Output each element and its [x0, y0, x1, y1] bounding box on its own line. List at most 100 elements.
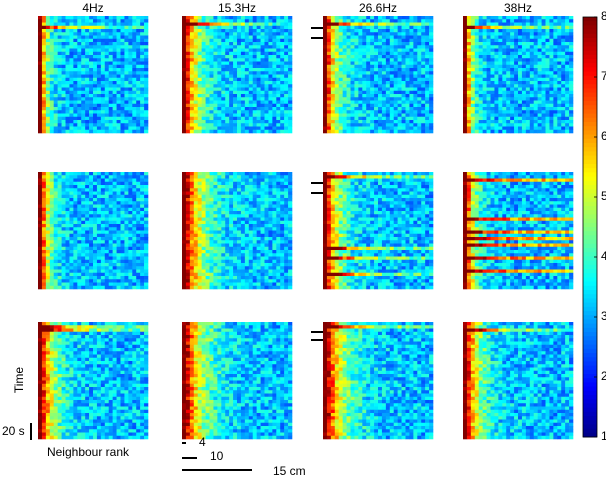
heatmap-cell — [498, 51, 503, 56]
heatmap-cell — [57, 191, 62, 196]
heatmap-cell — [280, 25, 285, 30]
heatmap-cell — [401, 45, 406, 49]
heatmap-cell — [116, 51, 121, 56]
heatmap-cell — [417, 116, 422, 121]
heatmap-cell — [100, 259, 106, 264]
heatmap-cell — [323, 116, 328, 121]
heatmap-cell — [45, 266, 51, 270]
heatmap-cell — [120, 250, 125, 254]
heatmap-cell — [112, 269, 117, 274]
heatmap-cell — [529, 100, 535, 105]
heatmap-cell — [108, 87, 113, 92]
heatmap-cell — [486, 29, 491, 33]
heatmap-cell — [240, 74, 246, 79]
heatmap-cell — [120, 68, 125, 72]
heatmap-cell — [53, 38, 58, 43]
heatmap-cell — [326, 51, 332, 56]
heatmap-cell — [425, 90, 430, 95]
heatmap-cell — [397, 81, 402, 85]
heatmap-cell — [189, 68, 195, 72]
heatmap-cell — [132, 77, 137, 82]
heatmap-cell — [284, 32, 289, 36]
heatmap-cell — [397, 77, 402, 82]
heatmap-cell — [144, 240, 149, 244]
heatmap-cell — [128, 194, 133, 199]
heatmap-cell — [417, 77, 422, 82]
heatmap-cell — [521, 61, 527, 66]
heatmap-cell — [260, 94, 265, 98]
heatmap-cell — [494, 71, 499, 75]
heatmap-cell — [252, 71, 257, 75]
heatmap-cell — [128, 97, 133, 101]
heatmap-cell — [256, 68, 261, 72]
heatmap-cell — [284, 19, 289, 23]
heatmap-cell — [41, 201, 47, 205]
heatmap-cell — [549, 19, 554, 23]
heatmap-cell — [557, 64, 562, 69]
heatmap-cell — [256, 19, 261, 23]
heatmap-cell — [358, 110, 363, 114]
heatmap-cell — [425, 48, 430, 53]
heatmap-cell — [69, 32, 74, 36]
heatmap-cell — [57, 110, 62, 114]
heatmap-cell — [330, 64, 336, 69]
heatmap-cell — [209, 103, 214, 108]
heatmap-cell — [244, 97, 250, 101]
heatmap-cell — [413, 19, 418, 23]
heatmap-cell — [104, 217, 110, 222]
heatmap-cell — [518, 77, 523, 82]
heatmap-cell — [100, 175, 106, 179]
heatmap-cell — [470, 97, 476, 101]
heatmap-cell — [374, 87, 379, 92]
heatmap-cell — [229, 123, 234, 127]
heatmap-cell — [132, 279, 137, 283]
heatmap-cell — [108, 172, 113, 176]
heatmap-cell — [248, 126, 254, 131]
heatmap-cell — [221, 51, 226, 56]
heatmap-cell — [45, 256, 51, 261]
heatmap-cell — [49, 48, 55, 53]
heatmap-cell — [463, 55, 468, 59]
heatmap-cell — [470, 103, 476, 108]
heatmap-cell — [73, 35, 78, 40]
heatmap-cell — [502, 19, 507, 23]
heatmap-cell — [240, 103, 246, 108]
heatmap-cell — [233, 103, 238, 108]
heatmap-cell — [69, 214, 74, 218]
heatmap-cell — [81, 279, 86, 283]
heatmap-cell — [490, 38, 495, 43]
heatmap-cell — [405, 123, 410, 127]
heatmap-cell — [490, 64, 495, 69]
heatmap-cell — [197, 123, 202, 127]
heatmap-cell — [69, 25, 74, 30]
heatmap-cell — [112, 201, 117, 205]
heatmap-cell — [338, 61, 343, 66]
heatmap-cell — [381, 116, 387, 121]
heatmap-cell — [182, 84, 187, 88]
heatmap-cell — [221, 16, 226, 20]
heatmap-cell — [252, 107, 257, 111]
heatmap-cell — [45, 113, 51, 118]
heatmap-cell — [201, 90, 206, 95]
heatmap-cell — [233, 68, 238, 72]
heatmap-cell — [132, 227, 137, 231]
heatmap-cell — [201, 22, 206, 27]
heatmap-cell — [482, 25, 487, 30]
heatmap-cell — [136, 224, 141, 228]
heatmap-cell — [61, 42, 66, 46]
heatmap-cell — [124, 48, 129, 53]
heatmap-cell — [514, 90, 519, 95]
heatmap-cell — [100, 263, 106, 267]
heatmap-cell — [421, 55, 426, 59]
heatmap-cell — [61, 29, 66, 33]
heatmap-cell — [53, 29, 58, 33]
heatmap-cell — [342, 19, 347, 23]
heatmap-cell — [425, 51, 430, 56]
heatmap-cell — [288, 110, 293, 114]
heatmap-cell — [85, 77, 90, 82]
heatmap-cell — [561, 84, 566, 88]
heatmap-cell — [73, 84, 78, 88]
heatmap-cell — [144, 55, 149, 59]
heatmap-cell — [61, 68, 66, 72]
heatmap-cell — [96, 266, 102, 270]
